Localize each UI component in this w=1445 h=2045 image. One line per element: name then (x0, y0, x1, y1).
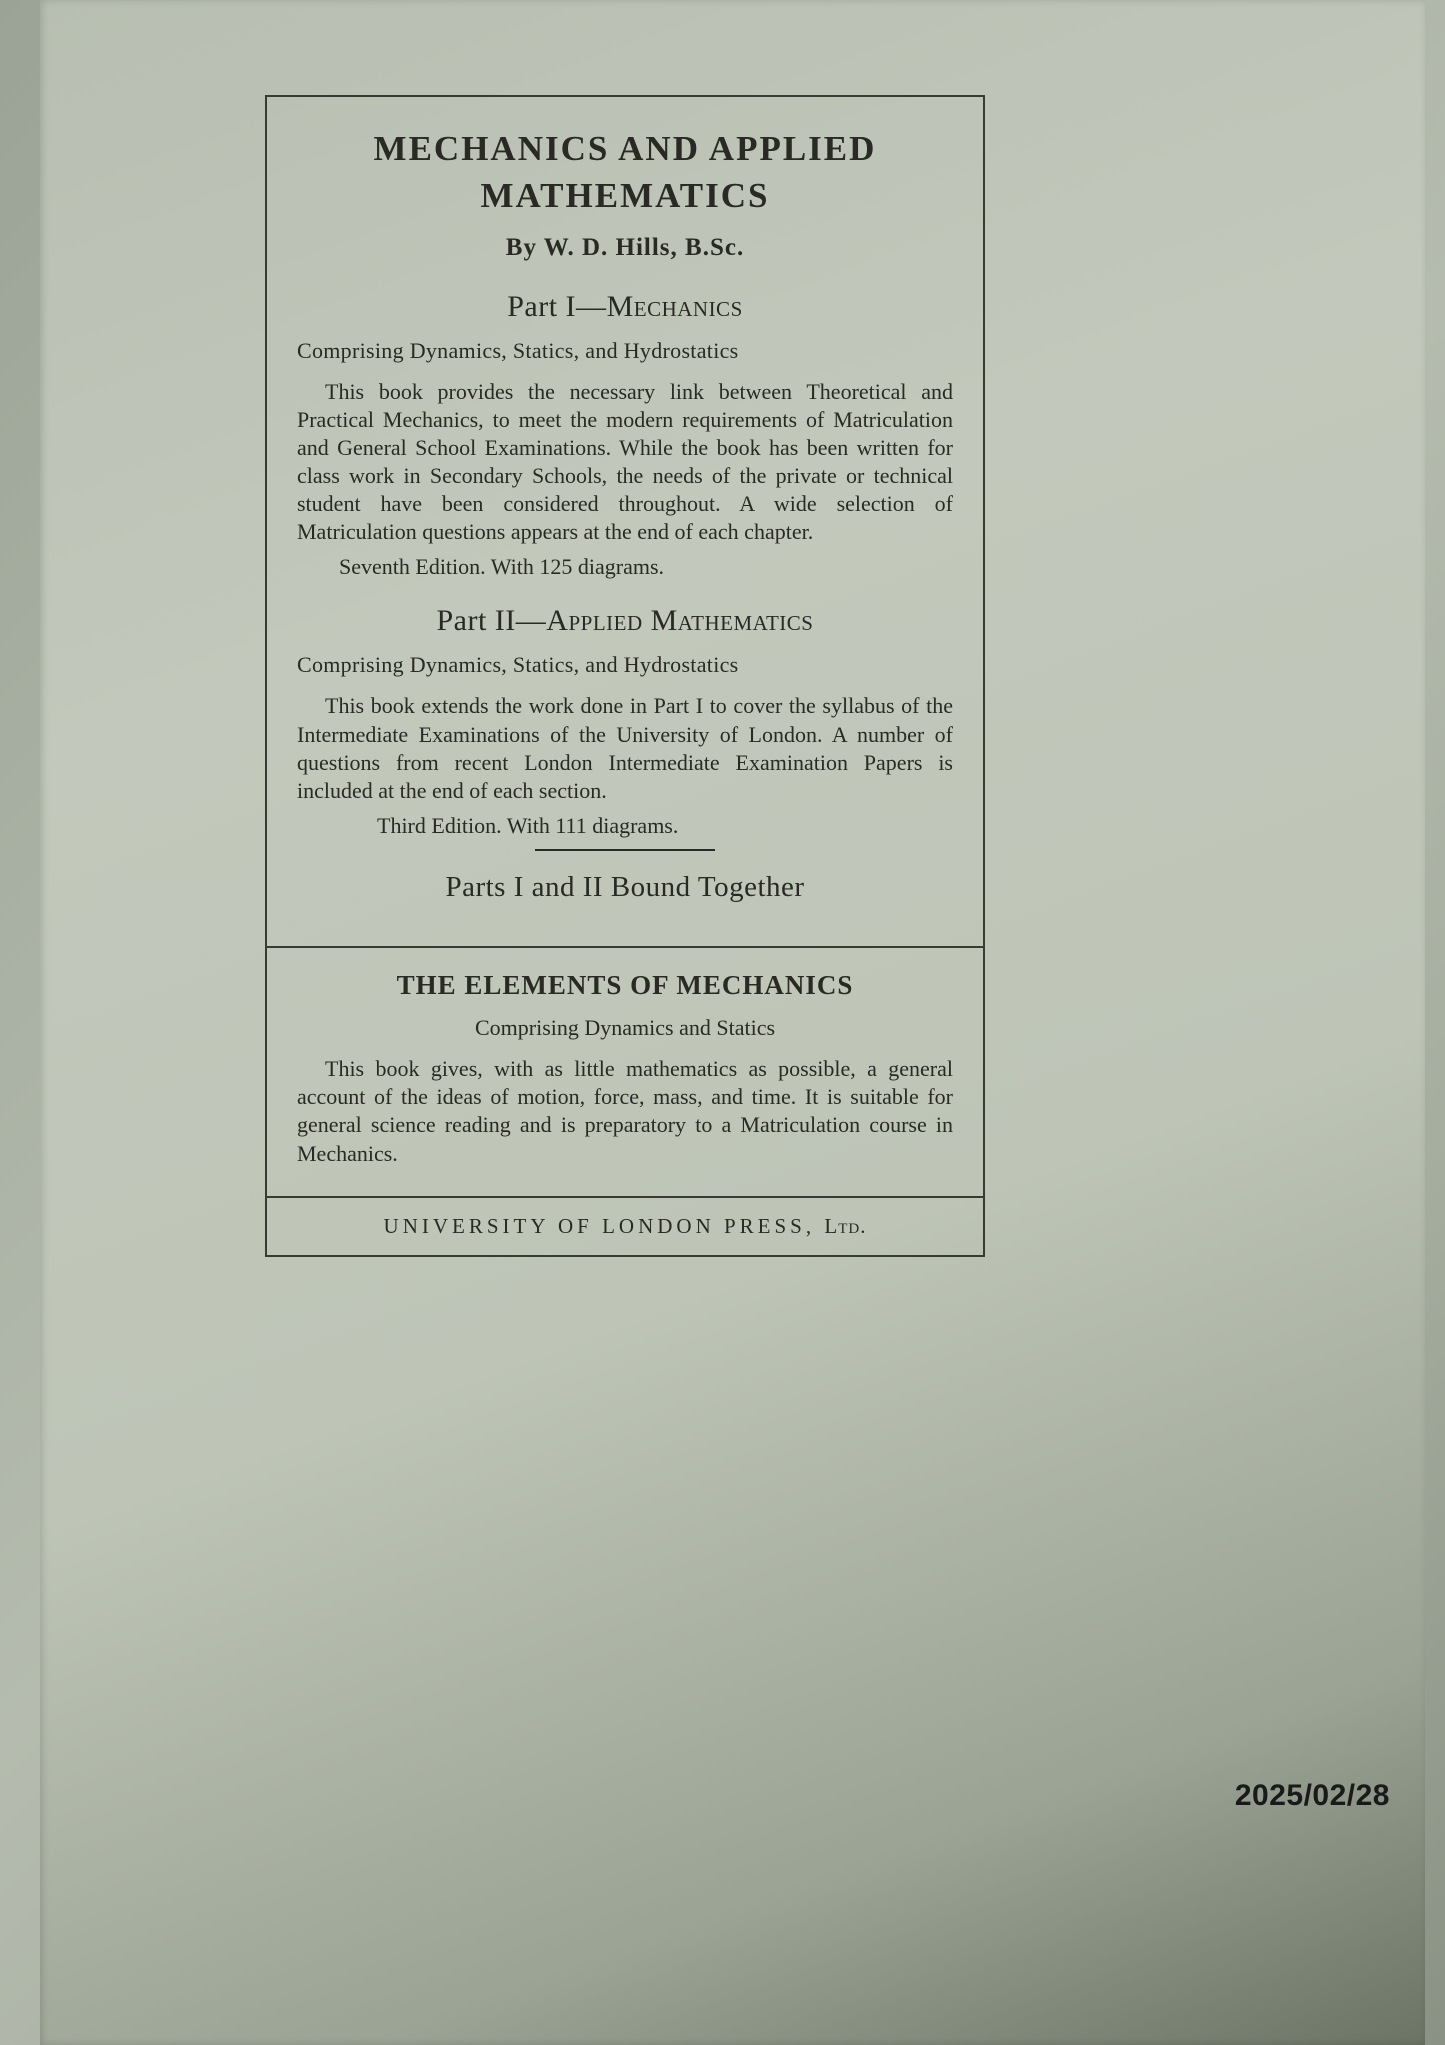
book-title: MECHANICS AND APPLIED MATHEMATICS (297, 125, 953, 220)
main-section: MECHANICS AND APPLIED MATHEMATICS By W. … (267, 97, 983, 946)
short-rule (535, 849, 715, 851)
publisher-name: UNIVERSITY OF LONDON PRESS, (384, 1214, 825, 1238)
publisher-suffix: Ltd. (824, 1214, 866, 1238)
elements-subtitle: Comprising Dynamics and Statics (297, 1015, 953, 1041)
part2-heading: Part II—Applied Mathematics (297, 604, 953, 638)
bound-together: Parts I and II Bound Together (297, 871, 953, 904)
elements-section: THE ELEMENTS OF MECHANICS Comprising Dyn… (267, 948, 983, 1196)
part2-subtitle: Comprising Dynamics, Statics, and Hydros… (297, 652, 953, 678)
part1-edition: Seventh Edition. With 125 diagrams. (297, 554, 953, 580)
photo-date-stamp: 2025/02/28 (1235, 1779, 1390, 1813)
author-line: By W. D. Hills, B.Sc. (297, 234, 953, 262)
part2-body: This book extends the work done in Part … (297, 692, 953, 805)
part2-edition: Third Edition. With 111 diagrams. (297, 813, 953, 839)
elements-body: This book gives, with as little mathemat… (297, 1055, 953, 1168)
part1-body: This book provides the necessary link be… (297, 378, 953, 547)
part1-subtitle: Comprising Dynamics, Statics, and Hydros… (297, 338, 953, 364)
part2-block: Part II—Applied Mathematics Comprising D… (297, 604, 953, 839)
elements-title: THE ELEMENTS OF MECHANICS (297, 970, 953, 1001)
book-page: MECHANICS AND APPLIED MATHEMATICS By W. … (40, 0, 1425, 2045)
publisher-line: UNIVERSITY OF LONDON PRESS, Ltd. (267, 1198, 983, 1255)
part1-heading: Part I—Mechanics (297, 290, 953, 324)
title-line-1: MECHANICS AND APPLIED (374, 129, 877, 168)
title-line-2: MATHEMATICS (480, 176, 769, 215)
advertisement-box: MECHANICS AND APPLIED MATHEMATICS By W. … (265, 95, 985, 1257)
